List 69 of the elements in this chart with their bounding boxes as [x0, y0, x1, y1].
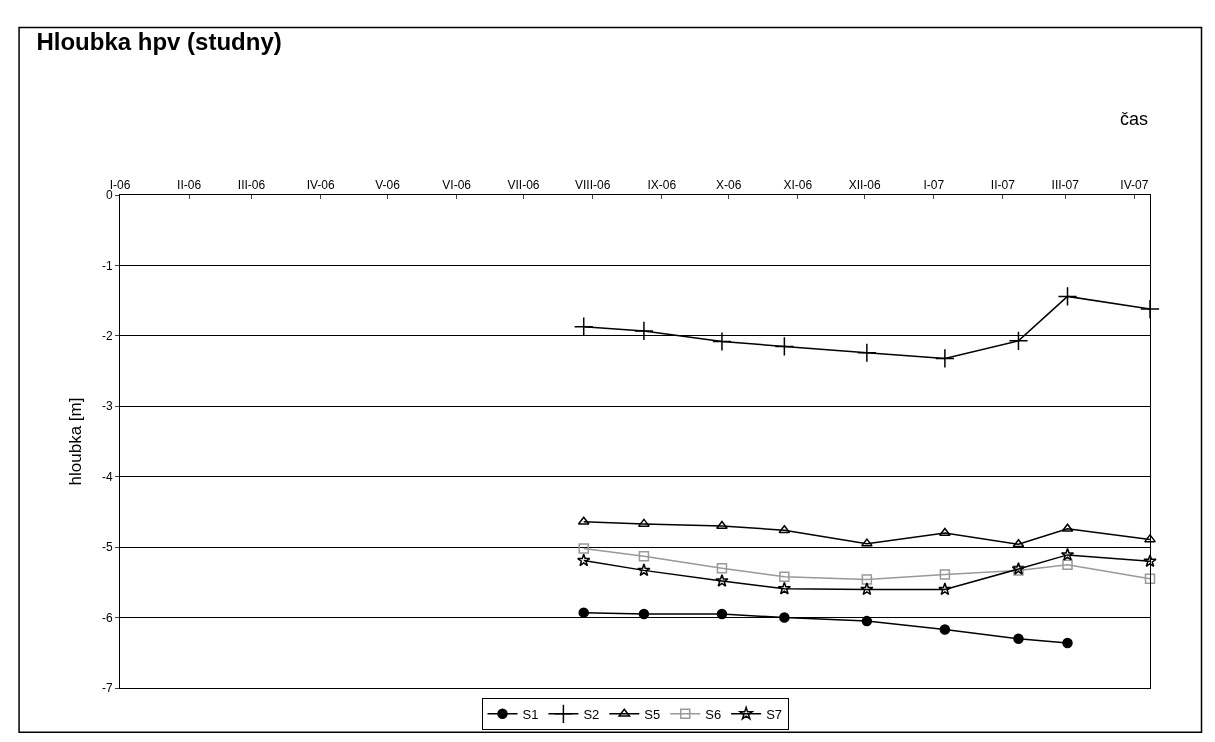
point	[861, 615, 873, 627]
point	[1008, 330, 1029, 351]
point	[1144, 534, 1156, 543]
point	[578, 543, 589, 554]
point	[634, 321, 654, 341]
y-axis-title: hloubka [m]	[66, 397, 86, 486]
x-tick-label: IX-06	[647, 178, 677, 193]
point	[638, 551, 650, 562]
x-axis-title: čas	[1120, 109, 1149, 129]
point	[716, 563, 728, 574]
point	[1062, 559, 1073, 570]
chart-title: Hloubka hpv (studny)	[36, 28, 282, 56]
x-tick-label: VIII-06	[574, 178, 611, 193]
point	[1060, 547, 1075, 561]
y-tick-label: -6	[101, 610, 113, 625]
point	[1011, 561, 1026, 575]
x-tick-label: XII-06	[848, 178, 881, 193]
x-tick-label: VI-06	[442, 178, 472, 193]
point	[860, 582, 874, 596]
y-tick-label: -7	[101, 681, 113, 696]
legend-label: S2	[583, 706, 600, 722]
x-tick-label: IV-06	[306, 178, 335, 193]
x-tick-label: XI-06	[783, 178, 813, 193]
x-tick-label: III-07	[1051, 178, 1080, 193]
point	[638, 608, 650, 620]
point	[1143, 554, 1157, 568]
point	[716, 608, 728, 620]
point	[715, 573, 729, 587]
point	[861, 574, 873, 585]
x-tick-label: X-06	[715, 178, 742, 193]
legend-label: S1	[522, 706, 539, 722]
x-tick-label: V-06	[375, 178, 401, 193]
legend-label: S7	[766, 706, 783, 722]
point	[774, 336, 795, 357]
point	[935, 348, 955, 369]
point	[857, 342, 877, 363]
point	[779, 612, 790, 623]
legend-label: S6	[705, 706, 722, 722]
legend-label: S5	[644, 706, 661, 722]
x-tick-label: II-07	[990, 178, 1016, 193]
point	[1057, 286, 1078, 307]
point	[1144, 573, 1156, 585]
point	[939, 624, 951, 635]
point	[939, 569, 951, 580]
point	[779, 571, 790, 582]
y-tick-label: -2	[101, 329, 113, 344]
point	[1062, 637, 1073, 649]
x-tick-label: II-06	[177, 178, 202, 193]
y-tick-label: 0	[105, 188, 113, 203]
point	[938, 527, 951, 537]
y-tick-label: -1	[101, 258, 113, 273]
point	[637, 563, 651, 577]
point	[712, 331, 732, 352]
y-tick-label: -5	[101, 540, 113, 555]
x-tick-label: I-07	[923, 178, 945, 193]
x-tick-label: IV-07	[1120, 178, 1149, 193]
point	[716, 520, 728, 530]
point	[578, 607, 589, 618]
point	[576, 553, 591, 567]
point	[938, 582, 952, 596]
y-tick-label: -4	[101, 469, 113, 484]
point	[777, 581, 792, 595]
x-tick-label: VII-06	[507, 178, 540, 193]
point	[1013, 565, 1024, 576]
point	[573, 316, 594, 337]
x-tick-label: III-06	[237, 178, 266, 193]
point	[778, 524, 791, 534]
y-tick-label: -3	[101, 399, 113, 414]
point	[1013, 633, 1024, 644]
